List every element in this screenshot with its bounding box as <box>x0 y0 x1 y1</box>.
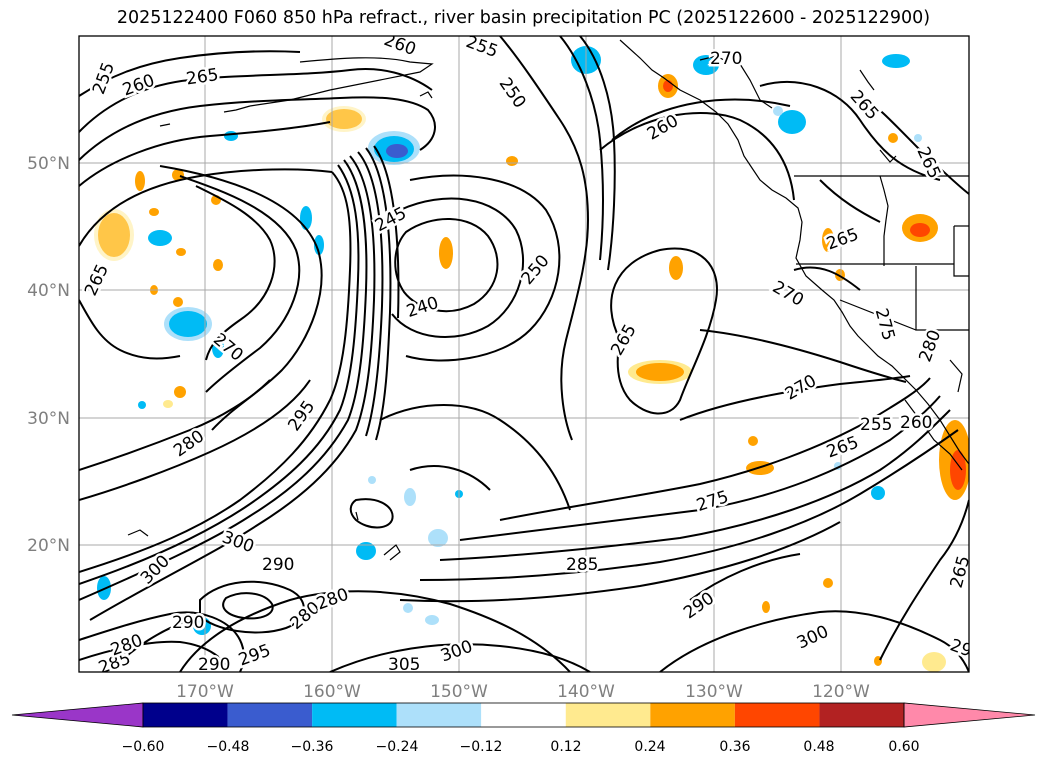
contour-label: 285 <box>566 555 598 575</box>
contour-label: 290 <box>262 555 294 575</box>
lon-label-130w: 130°W <box>685 682 743 702</box>
colorbar-swatch <box>227 703 313 727</box>
coastlines <box>127 39 969 561</box>
colorbar-extend-high <box>903 702 1036 728</box>
lat-label-50n: 50°N <box>27 154 70 174</box>
colorbar-swatch <box>819 703 904 727</box>
contour-label: 260 <box>900 413 932 433</box>
map-frame <box>78 35 970 673</box>
colorbar-tick: −0.36 <box>291 739 334 755</box>
lat-label-20n: 20°N <box>27 536 70 556</box>
colorbar-swatch <box>734 703 820 727</box>
lat-label-30n: 30°N <box>27 409 70 429</box>
lon-label-170w: 170°W <box>176 682 234 702</box>
colorbar-tick: −0.48 <box>207 739 250 755</box>
colorbar-tick: −0.60 <box>122 739 165 755</box>
colorbar-frame <box>142 702 905 728</box>
colorbar-tick-labels: −0.60 −0.48 −0.36 −0.24 −0.12 0.12 0.24 … <box>122 739 920 755</box>
colorbar-tick: −0.24 <box>376 739 419 755</box>
lon-label-150w: 150°W <box>430 682 488 702</box>
colorbar-tick: 0.36 <box>719 739 750 755</box>
refractivity-contours <box>79 36 969 672</box>
lat-label-40n: 40°N <box>27 281 70 301</box>
longitude-labels: 170°W 160°W 150°W 140°W 130°W 120°W <box>176 682 870 702</box>
colorbar-tick: 0.12 <box>550 739 581 755</box>
contour-label: 255 <box>860 415 892 435</box>
colorbar-tick: −0.12 <box>460 739 503 755</box>
colorbar-swatch <box>312 703 397 727</box>
colorbar-swatch <box>650 703 735 727</box>
graticule <box>79 36 969 672</box>
colorbar-extend-low <box>11 702 144 728</box>
contour-label: 290 <box>198 655 230 675</box>
lon-label-120w: 120°W <box>812 682 870 702</box>
chart-title: 2025122400 F060 850 hPa refract., river … <box>116 8 931 28</box>
colorbar-swatches <box>11 702 1036 728</box>
colorbar-tick: 0.60 <box>888 739 919 755</box>
colorbar-tick: 0.24 <box>634 739 665 755</box>
lon-label-140w: 140°W <box>557 682 615 702</box>
colorbar-swatch <box>143 703 228 727</box>
colorbar-swatch <box>481 703 566 727</box>
colorbar-swatch <box>396 703 482 727</box>
contour-label: 305 <box>388 655 420 675</box>
colorbar-tick: 0.48 <box>803 739 834 755</box>
colorbar-swatch <box>565 703 651 727</box>
lon-label-160w: 160°W <box>303 682 361 702</box>
latitude-labels: 50°N 40°N 30°N 20°N <box>27 154 70 556</box>
contour-label: 290 <box>172 613 204 633</box>
contour-label: 270 <box>710 49 742 69</box>
